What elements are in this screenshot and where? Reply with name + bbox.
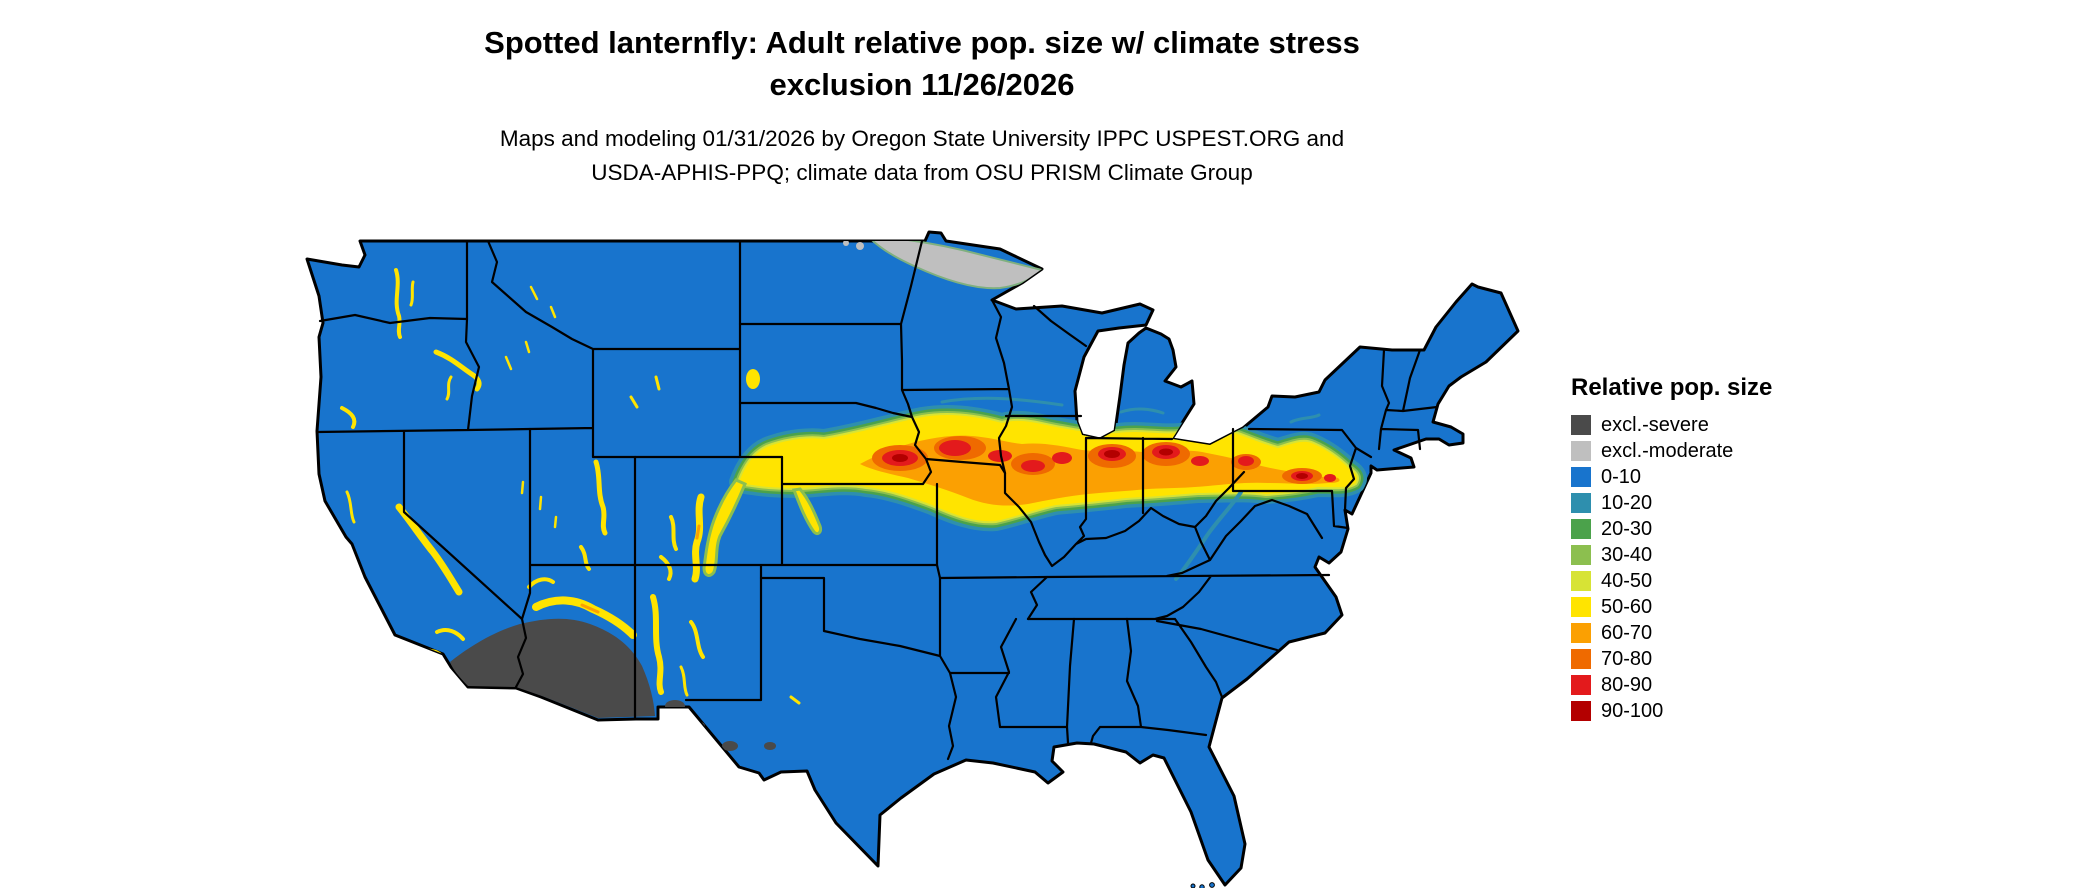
us-landmass bbox=[305, 230, 1520, 887]
legend-swatch bbox=[1571, 649, 1591, 669]
legend-label: 0-10 bbox=[1601, 465, 1642, 488]
legend-label: 60-70 bbox=[1601, 621, 1653, 644]
legend-swatch bbox=[1571, 675, 1591, 695]
legend-row: 60-70 bbox=[1571, 620, 1772, 646]
subtitle-line-1: Maps and modeling 01/31/2026 by Oregon S… bbox=[499, 126, 1345, 151]
subtitle-line-2: USDA-APHIS-PPQ; climate data from OSU PR… bbox=[591, 160, 1253, 185]
us-map-svg bbox=[305, 230, 1520, 890]
legend-row: 0-10 bbox=[1571, 464, 1772, 490]
page-title: Spotted lanternfly: Adult relative pop. … bbox=[0, 22, 1844, 106]
legend-row: 50-60 bbox=[1571, 594, 1772, 620]
legend-label: 20-30 bbox=[1601, 517, 1653, 540]
legend: Relative pop. size excl.-severe excl.-mod… bbox=[1571, 374, 1772, 724]
legend-row: 90-100 bbox=[1571, 698, 1772, 724]
legend-label: excl.-moderate bbox=[1601, 439, 1734, 462]
legend-label: 80-90 bbox=[1601, 673, 1653, 696]
legend-swatch bbox=[1571, 701, 1591, 721]
legend-swatch bbox=[1571, 597, 1591, 617]
legend-swatch bbox=[1571, 571, 1591, 591]
legend-swatch bbox=[1571, 467, 1591, 487]
state-borders bbox=[315, 239, 1439, 761]
florida-keys bbox=[1190, 882, 1215, 890]
legend-row: excl.-severe bbox=[1571, 412, 1772, 438]
legend-swatch bbox=[1571, 441, 1591, 461]
legend-label: 70-80 bbox=[1601, 647, 1653, 670]
legend-row: 40-50 bbox=[1571, 568, 1772, 594]
legend-row: 10-20 bbox=[1571, 490, 1772, 516]
legend-swatch bbox=[1571, 493, 1591, 513]
legend-row: 30-40 bbox=[1571, 542, 1772, 568]
legend-label: 10-20 bbox=[1601, 491, 1653, 514]
legend-items: excl.-severe excl.-moderate 0-10 10-20 20-30… bbox=[1571, 412, 1772, 724]
legend-label: 90-100 bbox=[1601, 699, 1664, 722]
legend-swatch bbox=[1571, 545, 1591, 565]
legend-label: excl.-severe bbox=[1601, 413, 1709, 436]
legend-label: 50-60 bbox=[1601, 595, 1653, 618]
legend-swatch bbox=[1571, 519, 1591, 539]
legend-row: 70-80 bbox=[1571, 646, 1772, 672]
eastern-ridge-bands bbox=[940, 396, 1321, 581]
legend-swatch bbox=[1571, 623, 1591, 643]
legend-row: 80-90 bbox=[1571, 672, 1772, 698]
title-line-1: Spotted lanternfly: Adult relative pop. … bbox=[484, 25, 1360, 60]
us-map bbox=[300, 226, 1528, 890]
legend-title: Relative pop. size bbox=[1571, 374, 1773, 401]
page-subtitle: Maps and modeling 01/31/2026 by Oregon S… bbox=[0, 122, 1844, 190]
legend-row: 20-30 bbox=[1571, 516, 1772, 542]
title-line-2: exclusion 11/26/2026 bbox=[769, 67, 1075, 102]
exclusion-moderate-region bbox=[843, 234, 1044, 290]
legend-label: 40-50 bbox=[1601, 569, 1653, 592]
legend-label: 30-40 bbox=[1601, 543, 1653, 566]
legend-swatch bbox=[1571, 415, 1591, 435]
legend-row: excl.-moderate bbox=[1571, 438, 1772, 464]
